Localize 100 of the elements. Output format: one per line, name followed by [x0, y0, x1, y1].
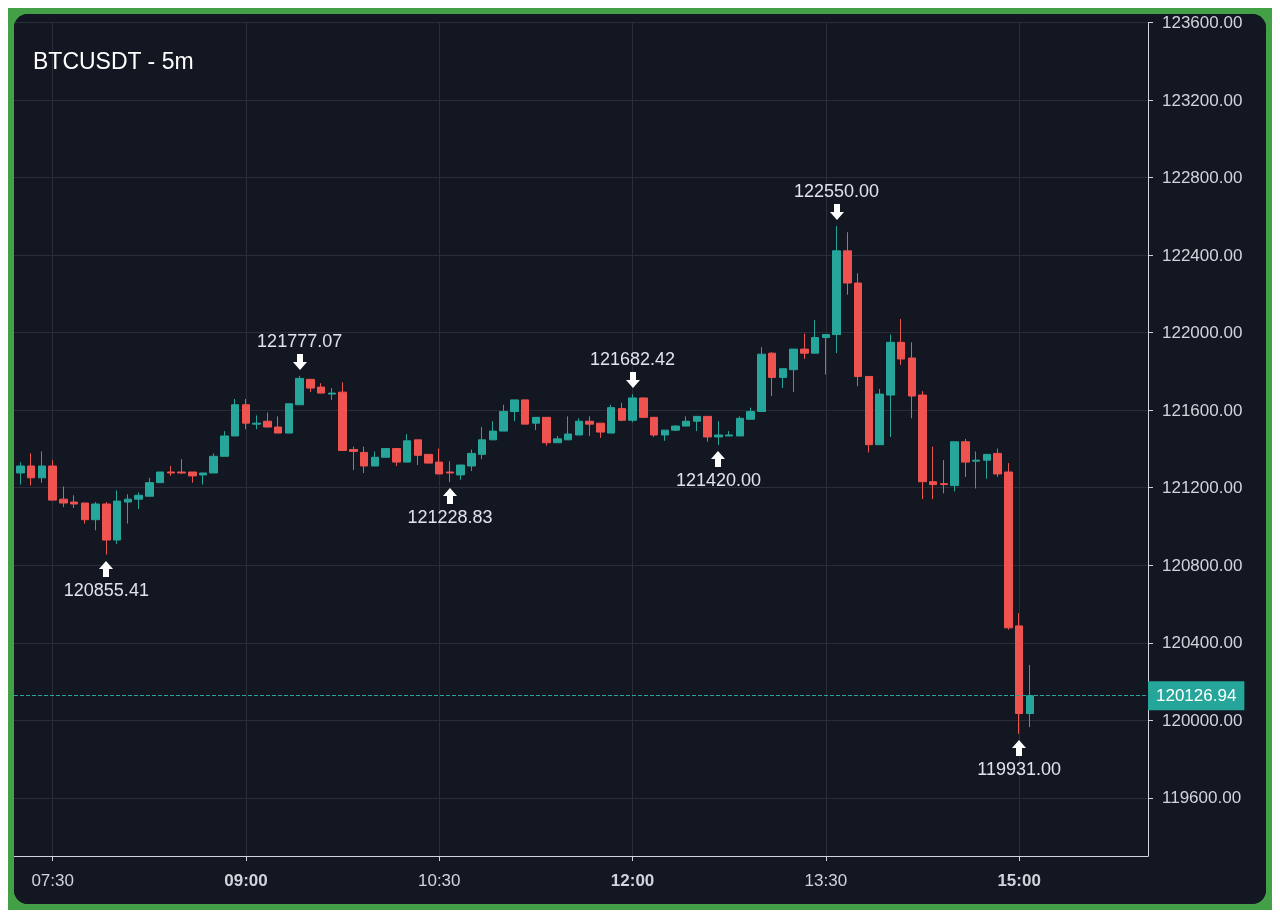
candlestick: [843, 231, 852, 296]
candlestick: [875, 388, 884, 446]
candlestick: [811, 319, 819, 354]
x-tick-label: 12:00: [610, 871, 655, 890]
candlestick: [854, 272, 862, 387]
x-tick-label: 07:30: [31, 871, 74, 890]
candlestick: [295, 375, 304, 406]
ref-line-label: 120126.94: [1156, 686, 1237, 706]
candlestick: [274, 415, 282, 434]
candlestick: [456, 464, 465, 481]
candlestick: [983, 453, 991, 480]
candlestick: [585, 415, 594, 437]
candlestick: [317, 382, 325, 394]
candlestick: [768, 351, 776, 397]
candlestick: [188, 471, 197, 484]
candlestick: [1015, 612, 1023, 735]
candlestick: [145, 477, 154, 497]
x-tick-label: 15:00: [997, 871, 1041, 890]
candlestick: [972, 450, 980, 489]
candlestick: [27, 452, 35, 487]
candlestick: [832, 225, 841, 354]
candlestick: [371, 450, 379, 467]
candlestick: [650, 416, 658, 438]
candlestick: [231, 398, 239, 437]
text: BTCUSDT - 5m: [33, 47, 194, 74]
candlestick: [661, 429, 669, 442]
candlestick: [886, 334, 895, 438]
candlestick: [961, 438, 970, 478]
candlestick: [91, 501, 100, 531]
candlestick: [779, 368, 787, 389]
candlestick: [414, 439, 422, 466]
candlestick: [16, 461, 25, 486]
candlestick: [134, 491, 143, 510]
candlestick: [392, 448, 401, 467]
candlestick: [167, 465, 175, 477]
candlestick: [800, 333, 809, 360]
candlestick: [703, 415, 712, 443]
y-tick-label: 123200.00: [1162, 90, 1243, 110]
y-tick-label: 120400.00: [1162, 633, 1243, 653]
candlestick: [263, 412, 272, 428]
candlestick: [38, 450, 46, 484]
annotation: 121777.07: [257, 330, 343, 351]
y-tick-label: 122800.00: [1162, 168, 1243, 188]
candlestick: [542, 416, 551, 447]
candlestick: [714, 420, 723, 446]
candlestick: [446, 460, 454, 483]
annotation: 119931.00: [977, 758, 1062, 779]
candlestick: [113, 489, 121, 545]
candlestick: [682, 415, 690, 427]
annotation: 121682.42: [590, 349, 676, 370]
y-tick-label: 120000.00: [1162, 710, 1243, 730]
y-tick-label: 122000.00: [1162, 323, 1243, 343]
candlestick: [918, 390, 927, 500]
candlestick: [59, 486, 68, 508]
candlestick: [929, 446, 937, 500]
y-tick-label: 123600.00: [1162, 13, 1243, 32]
candlestick: [478, 426, 486, 460]
candlestick: [628, 393, 637, 423]
y-tick-label: 121600.00: [1162, 400, 1243, 420]
candlestick: [499, 404, 508, 432]
candlestick: [81, 502, 89, 525]
candlestick: [199, 472, 207, 486]
candlestick: [403, 433, 411, 463]
annotation: 122550.00: [794, 181, 880, 202]
x-tick-label: 10:30: [417, 871, 461, 890]
candlestick: [242, 398, 250, 430]
candlestick: [564, 415, 572, 441]
x-tick-label: 13:30: [804, 871, 848, 890]
candlestick: [908, 341, 916, 419]
candlestick: [70, 494, 78, 509]
candlestick: [360, 446, 368, 474]
x-tick-label: 09:00: [224, 871, 268, 890]
candlestick: [306, 378, 315, 393]
candlestick: [897, 318, 905, 366]
candlestick: [789, 348, 798, 393]
candlestick: [575, 417, 583, 436]
candlestick: [124, 493, 132, 525]
candlestick: [252, 414, 261, 430]
candlestick: [607, 404, 615, 434]
candlestick: [467, 449, 476, 472]
candlestick: [950, 441, 959, 492]
candlestick: [156, 471, 164, 484]
y-tick-label: 120800.00: [1162, 555, 1243, 575]
candlestick: [381, 448, 390, 458]
candlestick: [285, 403, 293, 434]
candlestick: [102, 501, 111, 555]
candlestick: [671, 424, 680, 432]
y-tick-label: 119600.00: [1162, 788, 1242, 808]
candlestick: [618, 402, 626, 422]
candlestick: [338, 381, 347, 451]
candlestick: [757, 346, 766, 413]
candlestick: [940, 459, 948, 494]
candlestick: [209, 452, 218, 474]
annotation: 121420.00: [675, 470, 762, 491]
candlestick: [328, 387, 336, 401]
candlestick: [489, 420, 497, 441]
candlestick: [424, 453, 433, 464]
candlestick: [865, 375, 873, 453]
candlestick: [596, 422, 605, 439]
candlestick: [993, 448, 1002, 478]
